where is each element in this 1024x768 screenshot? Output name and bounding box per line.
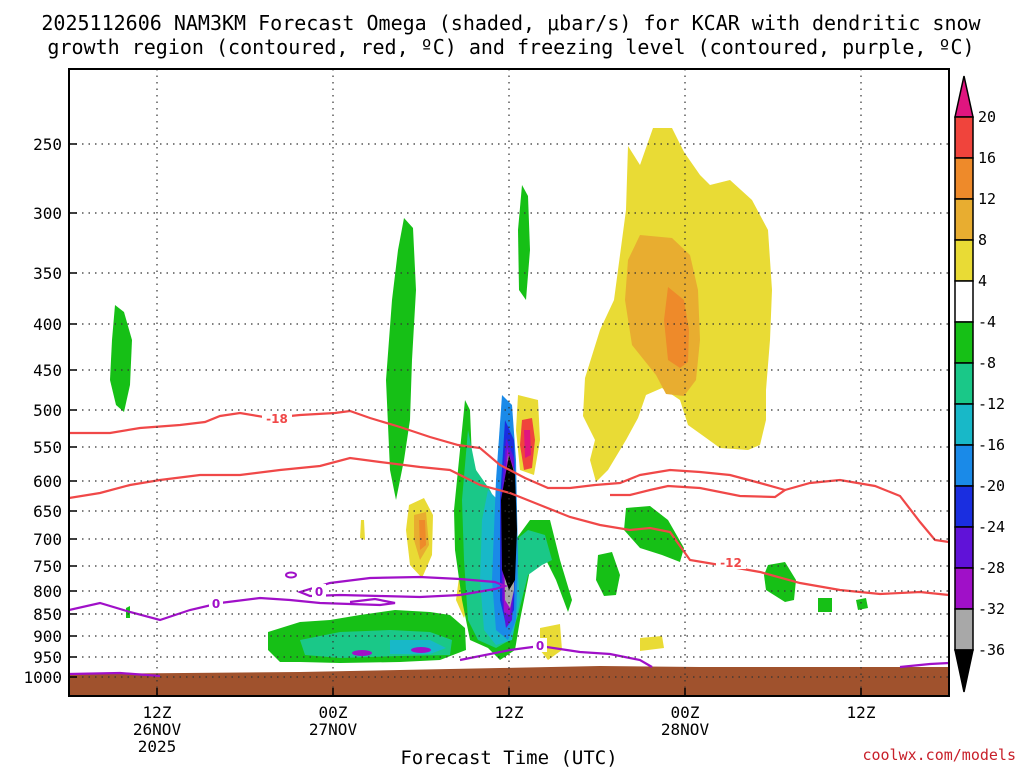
colorbar-swatch — [954, 526, 974, 569]
chart-title-line2: growth region (contoured, red, ºC) and f… — [47, 35, 974, 59]
x-tick-label: 00Z — [319, 703, 348, 722]
colorbar-swatch — [954, 321, 974, 364]
omega-region-green-10 — [856, 598, 868, 610]
colorbar-arrow-bottom — [954, 649, 974, 693]
omega-region-green-7 — [596, 552, 620, 596]
contour-freezing-3 — [69, 644, 949, 678]
omega-region-green-1 — [110, 305, 132, 412]
x-tick-label: 26NOV — [133, 720, 182, 739]
omega-region-magenta — [524, 430, 531, 458]
y-tick-label: 700 — [33, 530, 62, 549]
colorbar-label: -20 — [978, 477, 1005, 495]
omega-region-green-3 — [518, 185, 530, 300]
colorbar-swatch — [954, 444, 974, 487]
contour-dendritic-right — [784, 478, 949, 544]
colorbar-swatch — [954, 157, 974, 200]
y-tick-label: 950 — [33, 648, 62, 667]
contour-dendritic-minus-18 — [69, 409, 788, 499]
y-axis: 250 300 350 400 450 500 550 600 650 700 750 800 850 9… — [23, 135, 77, 687]
colorbar-swatch — [954, 280, 974, 323]
colorbar-swatch — [954, 403, 974, 446]
y-tick-label: 750 — [33, 557, 62, 576]
x-tick-label: 28NOV — [661, 720, 710, 739]
omega-blob-1 — [352, 650, 372, 656]
y-tick-label: 1000 — [23, 668, 62, 687]
colorbar-arrow-top — [954, 75, 974, 118]
x-tick-label: 00Z — [671, 703, 700, 722]
colorbar-label: -4 — [978, 313, 996, 331]
colorbar-label: -12 — [978, 395, 1005, 413]
colorbar-swatch — [954, 567, 974, 610]
y-tick-label: 850 — [33, 605, 62, 624]
colorbar-label: 16 — [978, 149, 996, 167]
colorbar-swatch — [954, 239, 974, 282]
contour-label-bg — [209, 596, 223, 610]
contour-labels: -18 -12 0 0 0 — [209, 411, 746, 653]
colorbar-label: 4 — [978, 272, 987, 290]
contour-label: 0 — [212, 597, 220, 611]
colorbar-label: 12 — [978, 190, 996, 208]
y-tick-label: 300 — [33, 204, 62, 223]
contour-freezing-2 — [296, 575, 509, 599]
omega-region-yellow-small-2 — [360, 520, 365, 540]
omega-blob-2 — [411, 647, 431, 653]
colorbar-swatch — [954, 608, 974, 651]
y-tick-label: 550 — [33, 438, 62, 457]
colorbar-label: -16 — [978, 436, 1005, 454]
omega-region-orange-small — [419, 520, 426, 550]
y-tick-label: 800 — [33, 582, 62, 601]
omega-region-green-9 — [818, 598, 832, 612]
contour-label-bg — [262, 411, 292, 425]
contour-dendritic-minus-12 — [69, 456, 949, 597]
x-tick-label: 12Z — [143, 703, 172, 722]
colorbar-label: -36 — [978, 641, 1005, 659]
contour-label: 0 — [315, 585, 323, 599]
colorbar-label: -32 — [978, 600, 1005, 618]
y-tick-label: 500 — [33, 401, 62, 420]
contour-freezing-blob — [285, 571, 297, 579]
colorbar: 20 16 12 8 4 -4 -8 -12 -16 -20 -24 -28 -32 -36 — [954, 75, 1005, 693]
x-axis-title: Forecast Time (UTC) — [400, 747, 617, 768]
colorbar-swatch — [954, 485, 974, 528]
omega-region-green-6 — [624, 506, 684, 562]
grid — [69, 69, 949, 696]
colorbar-label: -28 — [978, 559, 1005, 577]
omega-region-cyan-low — [390, 640, 446, 654]
x-tick-label: 2025 — [138, 737, 177, 756]
colorbar-label: -24 — [978, 518, 1005, 536]
contour-label-bg — [533, 638, 547, 652]
contour-freezing-1 — [69, 596, 396, 622]
contour-label: -18 — [266, 412, 288, 426]
colorbar-label: 20 — [978, 108, 996, 126]
y-tick-label: 600 — [33, 472, 62, 491]
omega-region-black-core — [501, 455, 517, 590]
y-tick-label: 450 — [33, 361, 62, 380]
contour-label-bg — [716, 555, 746, 569]
contour-label: -12 — [720, 556, 742, 570]
omega-region-orange — [664, 287, 689, 368]
omega-region-green-8 — [764, 562, 796, 602]
y-tick-label: 400 — [33, 315, 62, 334]
x-tick-label: 27NOV — [309, 720, 358, 739]
contour-label: 0 — [536, 639, 544, 653]
x-tick-label: 12Z — [495, 703, 524, 722]
colorbar-swatch — [954, 116, 974, 159]
colorbar-swatch — [954, 198, 974, 241]
chart-title-line1: 2025112606 NAM3KM Forecast Omega (shaded… — [41, 11, 981, 35]
x-tick-label: 12Z — [847, 703, 876, 722]
y-tick-label: 900 — [33, 627, 62, 646]
omega-region-yellow-small-1 — [640, 636, 664, 651]
colorbar-label: 8 — [978, 231, 987, 249]
credit-text: coolwx.com/models — [862, 746, 1016, 764]
y-tick-label: 350 — [33, 264, 62, 283]
y-tick-label: 250 — [33, 135, 62, 154]
contour-label-bg — [312, 584, 326, 598]
colorbar-label: -8 — [978, 354, 996, 372]
colorbar-swatch — [954, 362, 974, 405]
y-tick-label: 650 — [33, 502, 62, 521]
